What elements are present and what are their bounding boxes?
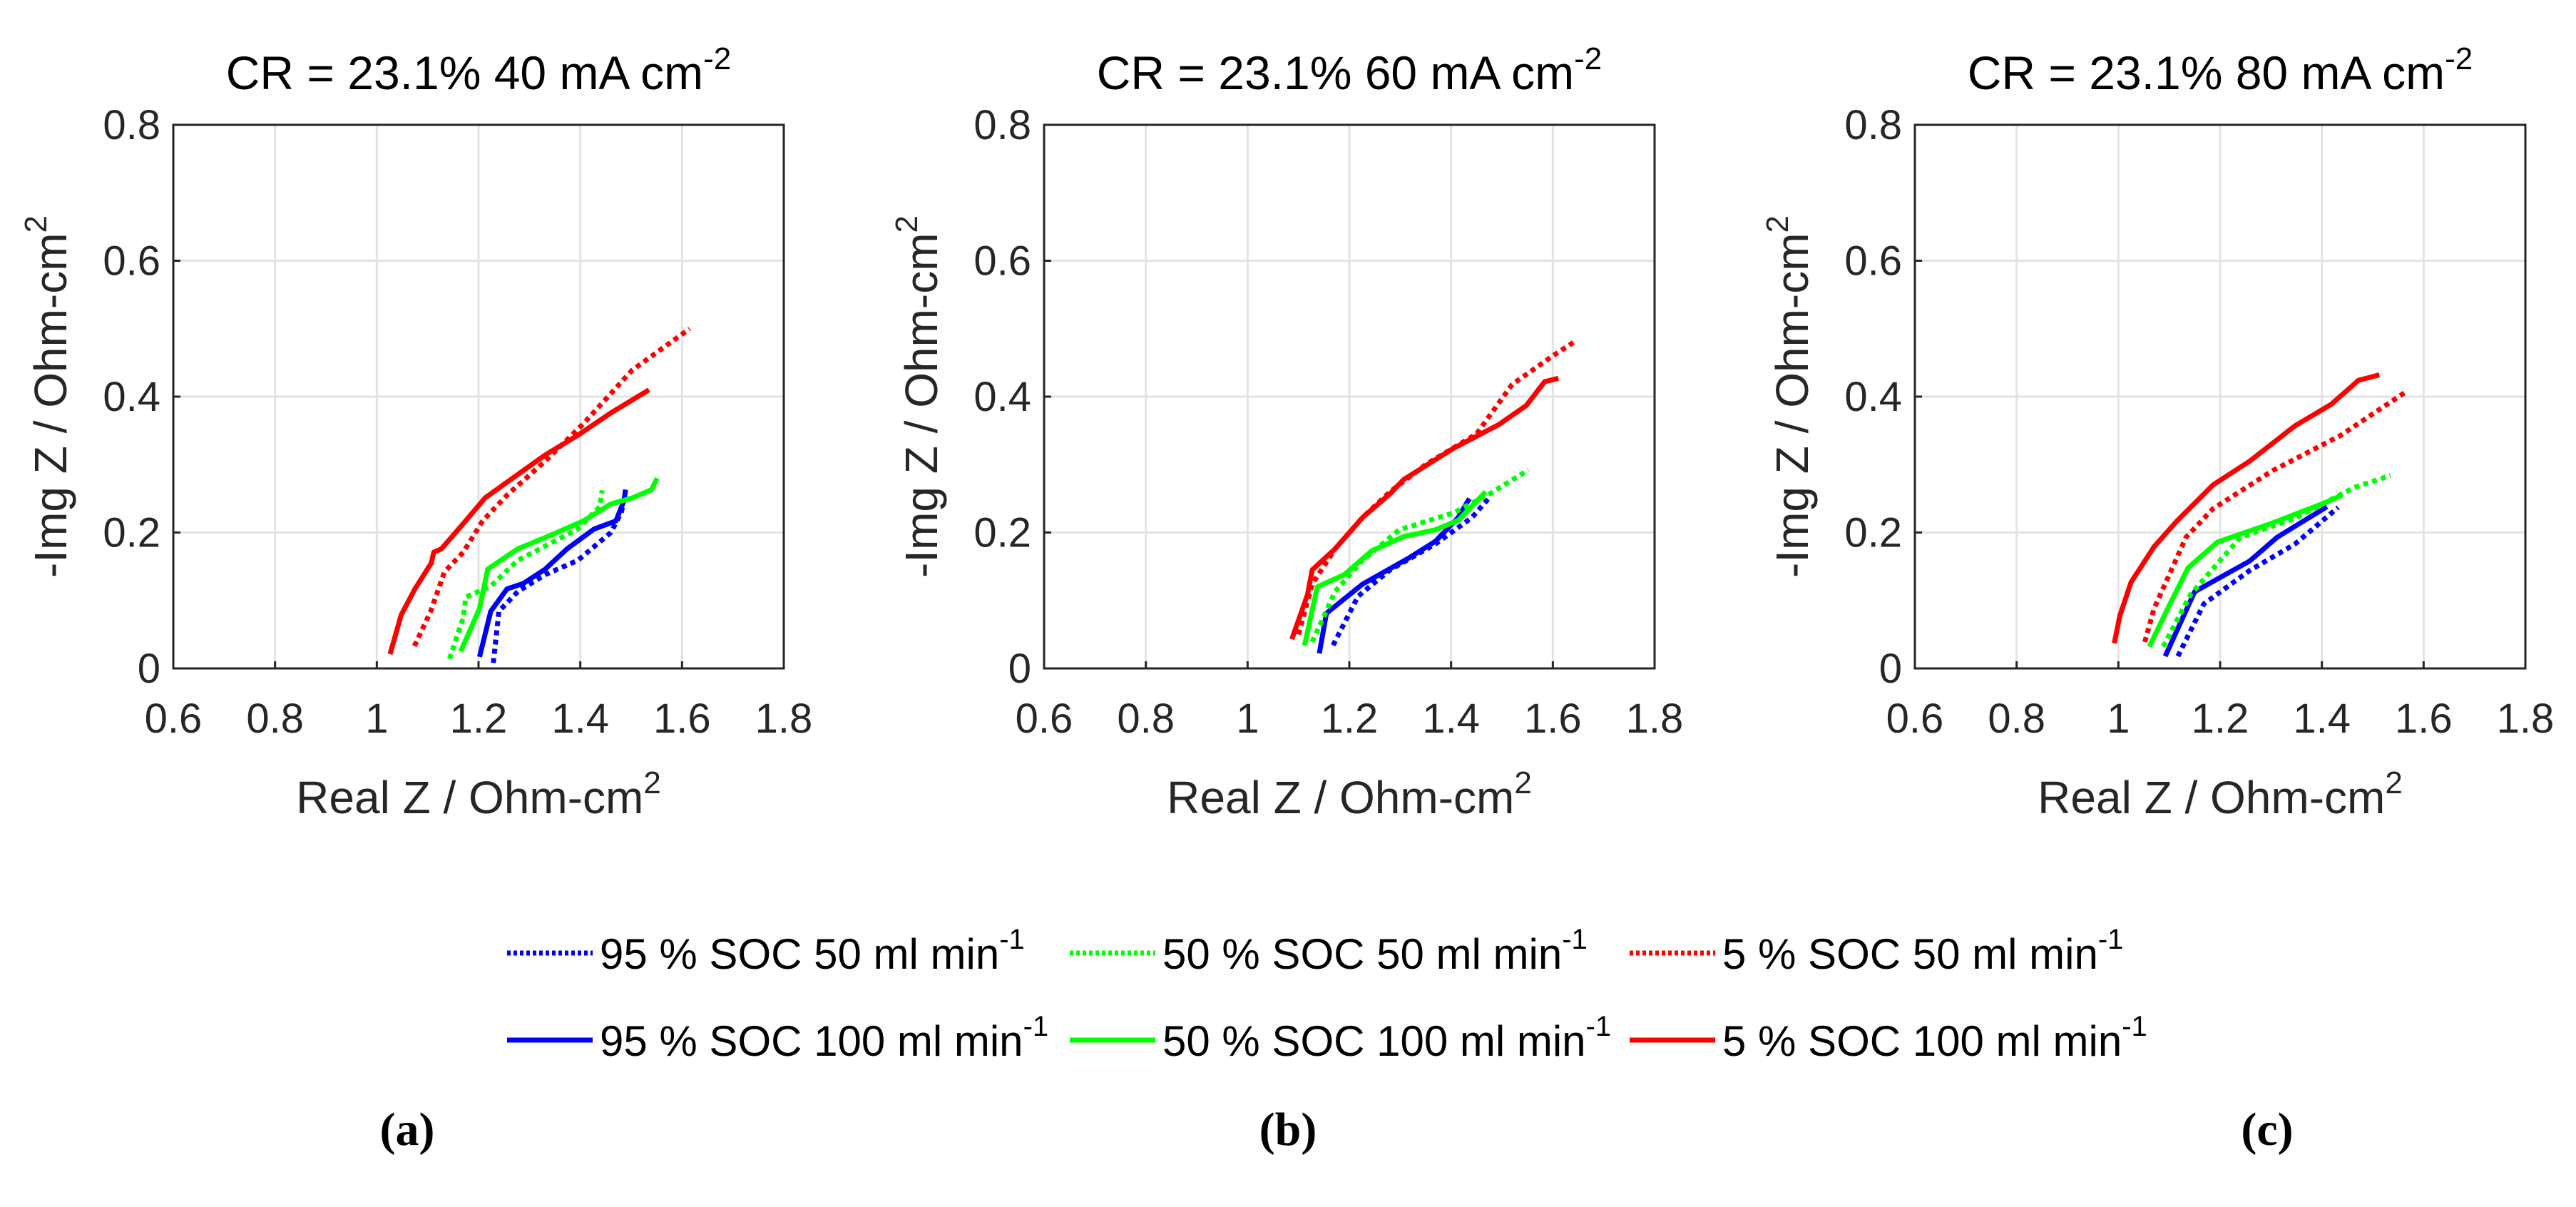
panel-title: CR = 23.1% 40 mA cm-2 [226,41,732,99]
legend-label: 95 % SOC 50 ml min-1 [600,924,1025,978]
legend-entry: 5 % SOC 50 ml min-1 [1630,924,2123,978]
x-axis-label: Real Z / Ohm-cm2 [2038,765,2403,823]
panel-caption: (b) [1259,1104,1317,1156]
series-line-95-soc-50-ml-min-1 [491,489,628,663]
x-tick-label: 1.8 [2497,696,2555,742]
series-line-5-soc-50-ml-min-1 [412,326,692,648]
x-tick-label: 1.4 [551,696,609,742]
series-line-5-soc-50-ml-min-1 [2142,389,2408,643]
x-tick-label: 0.8 [246,696,304,742]
x-tick-label: 1.4 [1422,696,1480,742]
y-tick-label: 0.6 [103,238,160,285]
series-line-50-soc-100-ml-min-1 [1302,489,1488,646]
series-line-5-soc-100-ml-min-1 [387,387,650,655]
legend-entry: 95 % SOC 50 ml min-1 [507,924,1025,978]
x-tick-label: 1 [365,696,388,742]
series-line-95-soc-100-ml-min-1 [477,489,628,658]
legend-entry: 50 % SOC 50 ml min-1 [1070,924,1588,978]
y-tick-label: 0.4 [1844,374,1902,420]
legend-label: 95 % SOC 100 ml min-1 [600,1011,1048,1065]
x-tick-label: 1.2 [2192,696,2249,742]
x-tick-label: 1 [1236,696,1259,742]
legend-entry: 95 % SOC 100 ml min-1 [507,1011,1048,1065]
legend-label: 5 % SOC 100 ml min-1 [1722,1011,2147,1065]
y-tick-label: 0 [138,646,160,692]
legend-label: 5 % SOC 50 ml min-1 [1722,924,2123,978]
y-axis-label: -Img Z / Ohm-cm2 [1760,215,1818,578]
panel-caption: (a) [380,1104,435,1156]
y-tick-label: 0.8 [973,102,1031,148]
y-tick-label: 0.6 [973,238,1031,285]
panel-title-sup: -2 [2445,41,2473,76]
panel-title-text: CR = 23.1% 40 mA cm [226,46,703,99]
legend-label: 50 % SOC 100 ml min-1 [1162,1011,1611,1065]
series-line-95-soc-100-ml-min-1 [2162,504,2329,658]
series-line-50-soc-50-ml-min-1 [1309,467,1530,643]
legend-entry: 5 % SOC 100 ml min-1 [1630,1011,2147,1065]
panel-c: 0.6 0.8 1 1.2 1.4 1.6 1.8 0 0.2 0.4 0.6 0.8 CR = 23.… [1760,41,2554,1156]
y-tick-label: 0.8 [103,102,160,148]
x-tick-label: 0.6 [1886,696,1944,742]
x-tick-label: 1.6 [653,696,711,742]
x-tick-label: 1.2 [1321,696,1379,742]
axes-box [172,123,785,670]
legend: 95 % SOC 50 ml min-1 50 % SOC 50 ml min-1… [507,924,2147,1065]
y-tick-label: 0.2 [973,510,1031,556]
y-tick-label: 0.8 [1844,102,1902,148]
panel-a: 0.6 0.8 1 1.2 1.4 1.6 1.8 0 0.2 0.4 0.6 0.8 CR = 23.… [19,41,812,1156]
y-axis-label: -Img Z / Ohm-cm2 [889,215,947,578]
panel-b: 0.6 0.8 1 1.2 1.4 1.6 1.8 0 0.2 0.4 0.6 0.8 CR = 23.… [889,41,1683,1156]
x-tick-label: 0.8 [1117,696,1175,742]
panel-title-text: CR = 23.1% 80 mA cm [1968,46,2445,99]
y-tick-label: 0 [1879,646,1902,692]
x-axis-label: Real Z / Ohm-cm2 [296,765,661,823]
x-tick-label: 1.4 [2293,696,2351,742]
legend-label: 50 % SOC 50 ml min-1 [1162,924,1588,978]
series-line-95-soc-50-ml-min-1 [2175,505,2340,658]
y-tick-label: 0.4 [973,374,1031,420]
axes-box [1043,123,1656,670]
panel-title-sup: -2 [703,41,731,76]
series-line-50-soc-100-ml-min-1 [2147,492,2344,648]
x-tick-label: 1 [2107,696,2130,742]
x-tick-label: 0.6 [145,696,203,742]
panel-title-sup: -2 [1574,41,1602,76]
y-tick-label: 0.6 [1844,238,1902,285]
panel-title: CR = 23.1% 60 mA cm-2 [1097,41,1603,99]
y-tick-label: 0.2 [1844,510,1902,556]
series-line-50-soc-50-ml-min-1 [2161,473,2392,648]
axes-box [1913,123,2527,670]
series-line-5-soc-100-ml-min-1 [2112,372,2381,644]
y-tick-label: 0 [1008,646,1031,692]
legend-entry: 50 % SOC 100 ml min-1 [1070,1011,1611,1065]
series-line-5-soc-100-ml-min-1 [1289,375,1560,641]
x-tick-label: 1.2 [450,696,508,742]
y-axis-label: -Img Z / Ohm-cm2 [19,215,76,578]
x-tick-label: 0.8 [1988,696,2045,742]
panel-title-text: CR = 23.1% 60 mA cm [1097,46,1574,99]
x-axis-label: Real Z / Ohm-cm2 [1167,765,1532,823]
y-tick-label: 0.4 [103,374,160,420]
x-tick-label: 1.8 [755,696,813,742]
x-tick-label: 1.6 [1524,696,1582,742]
x-tick-label: 1.8 [1626,696,1684,742]
panel-caption: (c) [2241,1104,2293,1156]
y-tick-label: 0.2 [103,510,160,556]
x-tick-label: 1.6 [2395,696,2453,742]
panel-title: CR = 23.1% 80 mA cm-2 [1968,41,2473,99]
x-tick-label: 0.6 [1016,696,1073,742]
series-line-50-soc-100-ml-min-1 [458,477,660,653]
